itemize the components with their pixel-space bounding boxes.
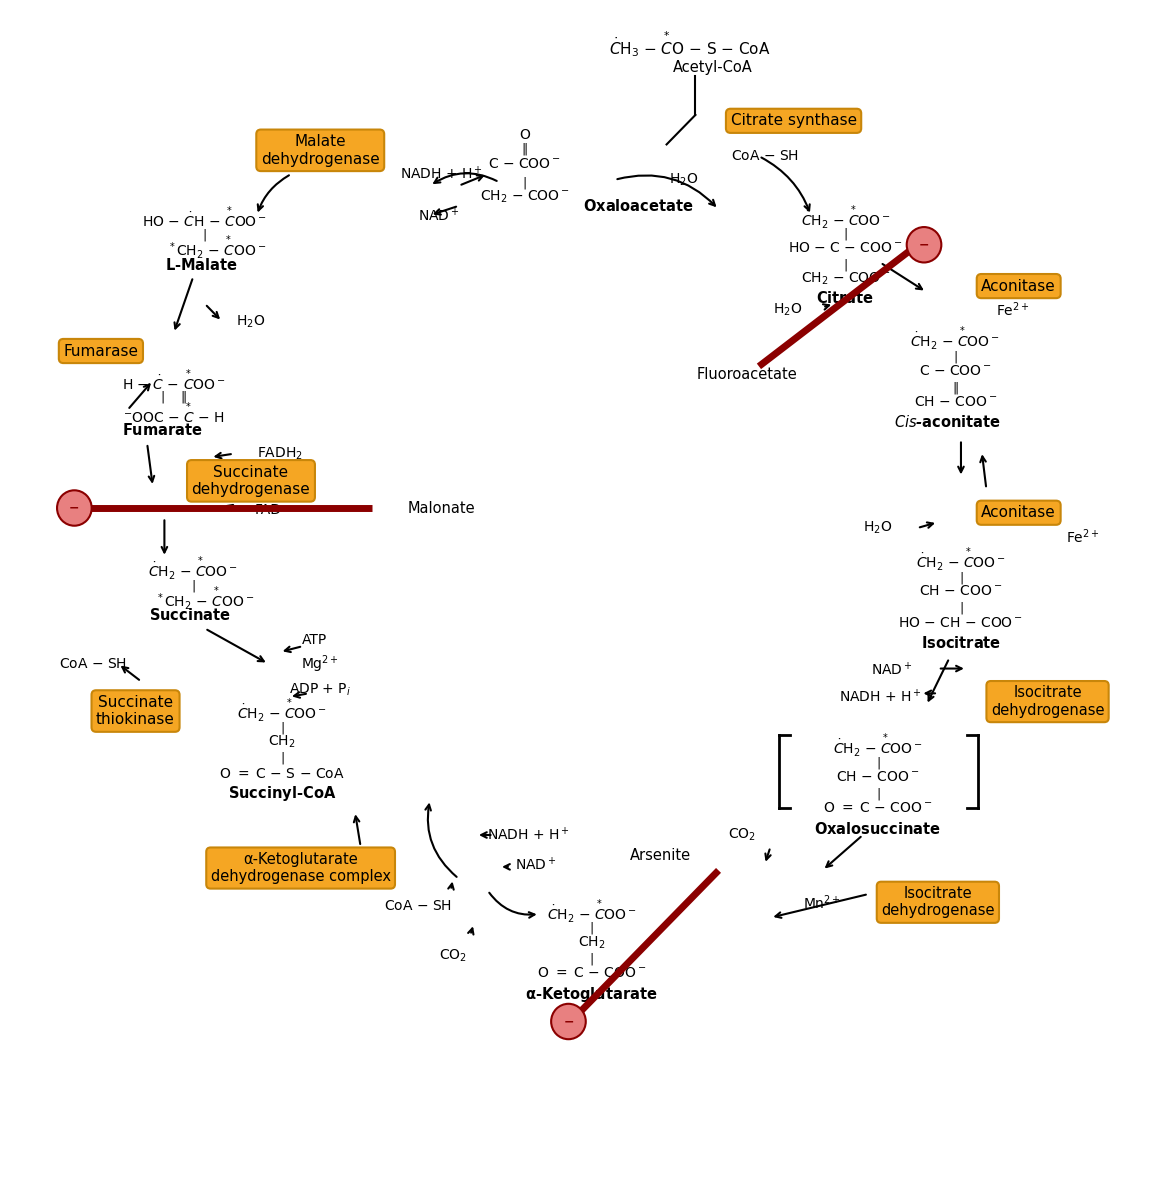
Text: $|$    $\Vert$: $|$ $\Vert$ — [160, 389, 187, 406]
Text: NAD$^+$: NAD$^+$ — [419, 206, 461, 224]
Text: Isocitrate
dehydrogenase: Isocitrate dehydrogenase — [991, 686, 1104, 718]
Text: ADP + P$_i$: ADP + P$_i$ — [289, 682, 351, 699]
Text: H$_2$O: H$_2$O — [237, 313, 266, 330]
Text: NADH + H$^+$: NADH + H$^+$ — [486, 827, 570, 843]
Text: $\mathbf{Succinate}$: $\mathbf{Succinate}$ — [148, 607, 231, 624]
Text: H$_2$O: H$_2$O — [863, 519, 892, 536]
Text: Isocitrate
dehydrogenase: Isocitrate dehydrogenase — [882, 886, 994, 918]
Text: CoA $-$ SH: CoA $-$ SH — [731, 149, 799, 164]
Text: CO$_2$: CO$_2$ — [438, 948, 467, 963]
Text: $|$: $|$ — [958, 600, 963, 617]
Text: $|$: $|$ — [876, 785, 880, 802]
Text: $|$: $|$ — [203, 228, 208, 243]
Text: $|$: $|$ — [876, 755, 880, 771]
Text: $\dot{C}$H$_2$ $-$ $\overset{*}{C}$OO$^-$: $\dot{C}$H$_2$ $-$ $\overset{*}{C}$OO$^-… — [911, 325, 1000, 353]
Text: −: − — [919, 238, 929, 251]
Text: $^*$CH$_2$ $-$ $\overset{*}{C}$OO$^-$: $^*$CH$_2$ $-$ $\overset{*}{C}$OO$^-$ — [167, 235, 266, 262]
Text: CH $-$ COO$^-$: CH $-$ COO$^-$ — [836, 770, 920, 784]
Text: CH$_2$: CH$_2$ — [578, 935, 606, 951]
Text: C $-$ COO$^-$: C $-$ COO$^-$ — [488, 158, 561, 172]
Text: H $-$ $\dot{C}$ $-$ $\overset{*}{C}$OO$^-$: H $-$ $\dot{C}$ $-$ $\overset{*}{C}$OO$^… — [122, 368, 225, 394]
Text: CO$_2$: CO$_2$ — [727, 827, 755, 843]
Text: NADH + H$^+$: NADH + H$^+$ — [839, 688, 922, 706]
Text: HO $-$ $\dot{C}$H $-$ $\overset{*}{C}$OO$^-$: HO $-$ $\dot{C}$H $-$ $\overset{*}{C}$OO… — [143, 205, 267, 230]
Text: $\mathbf{Citrate}$: $\mathbf{Citrate}$ — [817, 289, 875, 306]
Text: H$_2$O: H$_2$O — [774, 301, 803, 318]
Text: $\mathbf{Oxaloacetate}$: $\mathbf{Oxaloacetate}$ — [573, 198, 694, 213]
Text: $\dot{C}$H$_2$ $-$ $\overset{*}{C}$OO$^-$: $\dot{C}$H$_2$ $-$ $\overset{*}{C}$OO$^-… — [800, 204, 891, 231]
Text: $|$: $|$ — [191, 578, 196, 594]
Text: $\mathbf{Succinyl}$-$\mathbf{CoA}$: $\mathbf{Succinyl}$-$\mathbf{CoA}$ — [229, 784, 336, 803]
Text: NAD$^+$: NAD$^+$ — [515, 856, 557, 873]
Text: HO $-$ C $-$ COO$^-$: HO $-$ C $-$ COO$^-$ — [788, 241, 902, 255]
Text: $\mathbf{Fumarate}$: $\mathbf{Fumarate}$ — [122, 422, 203, 438]
Text: O: O — [520, 128, 530, 142]
Text: H$_2$O: H$_2$O — [669, 172, 698, 189]
Text: $|$: $|$ — [958, 569, 963, 586]
Text: C $-$ COO$^-$: C $-$ COO$^-$ — [919, 364, 992, 378]
Text: Arsenite: Arsenite — [630, 848, 691, 862]
Text: O $=$ C $-$ COO$^-$: O $=$ C $-$ COO$^-$ — [824, 801, 933, 815]
Text: −: − — [564, 1015, 574, 1028]
Text: CH$_2$: CH$_2$ — [268, 733, 296, 750]
Text: $\mathbf{Oxalosuccinate}$: $\mathbf{Oxalosuccinate}$ — [814, 821, 941, 837]
Text: $|$: $|$ — [843, 257, 848, 273]
Text: Mn$^{2+}$: Mn$^{2+}$ — [804, 893, 841, 912]
Text: $\mathbf{Isocitrate}$: $\mathbf{Isocitrate}$ — [921, 635, 1001, 651]
Text: α-Ketoglutarate
dehydrogenase complex: α-Ketoglutarate dehydrogenase complex — [211, 852, 391, 885]
Text: CH $-$ COO$^-$: CH $-$ COO$^-$ — [914, 395, 996, 409]
Text: $\mathit{Cis}$-$\mathbf{aconitate}$: $\mathit{Cis}$-$\mathbf{aconitate}$ — [893, 414, 1001, 429]
Text: Malate
dehydrogenase: Malate dehydrogenase — [261, 134, 379, 166]
Text: $\dot{C}$H$_3$ $-$ $\overset{*}{C}$O $-$ S $-$ CoA: $\dot{C}$H$_3$ $-$ $\overset{*}{C}$O $-$… — [609, 30, 770, 59]
Text: $^{-}$OOC $-$ $\overset{*}{C}$ $-$ H: $^{-}$OOC $-$ $\overset{*}{C}$ $-$ H — [123, 401, 225, 427]
Text: Succinate
thiokinase: Succinate thiokinase — [96, 695, 175, 727]
Text: O $=$ C $-$ COO$^-$: O $=$ C $-$ COO$^-$ — [537, 967, 646, 980]
Text: CoA $-$ SH: CoA $-$ SH — [384, 899, 452, 913]
Text: $|$: $|$ — [280, 720, 284, 735]
Circle shape — [57, 490, 92, 525]
Text: Fumarase: Fumarase — [64, 344, 138, 358]
Text: $\Vert$: $\Vert$ — [521, 141, 528, 158]
Text: $\dot{C}$H$_2$ $-$ $\overset{*}{C}$OO$^-$: $\dot{C}$H$_2$ $-$ $\overset{*}{C}$OO$^-… — [237, 697, 327, 725]
Text: NAD$^+$: NAD$^+$ — [871, 661, 913, 678]
Text: CH $-$ COO$^-$: CH $-$ COO$^-$ — [920, 584, 1002, 598]
Text: $\dot{C}$H$_2$ $-$ $\overset{*}{C}$OO$^-$: $\dot{C}$H$_2$ $-$ $\overset{*}{C}$OO$^-… — [916, 546, 1006, 574]
Text: Aconitase: Aconitase — [981, 505, 1056, 521]
Text: NADH + H$^+$: NADH + H$^+$ — [400, 165, 483, 183]
Text: Fe$^{2+}$: Fe$^{2+}$ — [996, 300, 1030, 319]
Text: $^*$CH$_2$ $-$ $\overset{*}{C}$OO$^-$: $^*$CH$_2$ $-$ $\overset{*}{C}$OO$^-$ — [155, 585, 254, 613]
Text: $|$: $|$ — [589, 951, 594, 967]
Text: Fluoroacetate: Fluoroacetate — [697, 368, 798, 382]
Text: $|$: $|$ — [843, 227, 848, 242]
Text: Fe$^{2+}$: Fe$^{2+}$ — [1066, 527, 1100, 546]
Text: $\dot{C}$H$_2$ $-$ $\overset{*}{C}$OO$^-$: $\dot{C}$H$_2$ $-$ $\overset{*}{C}$OO$^-… — [546, 898, 637, 926]
Text: $\dot{C}$H$_2$ $-$ $\overset{*}{C}$OO$^-$: $\dot{C}$H$_2$ $-$ $\overset{*}{C}$OO$^-… — [833, 733, 923, 760]
Text: $|$: $|$ — [589, 920, 594, 936]
Text: Aconitase: Aconitase — [981, 279, 1056, 294]
Text: CH$_2$ $-$ COO$^-$: CH$_2$ $-$ COO$^-$ — [479, 189, 570, 204]
Text: FADH$_2$: FADH$_2$ — [256, 446, 303, 461]
Text: Acetyl-CoA: Acetyl-CoA — [673, 60, 753, 75]
Text: $\mathbf{\alpha}$-$\mathbf{Ketoglutarate}$: $\mathbf{\alpha}$-$\mathbf{Ketoglutarate… — [525, 984, 658, 1003]
Text: $|$: $|$ — [952, 349, 957, 365]
Text: $\mathbf{L}$-$\mathbf{Malate}$: $\mathbf{L}$-$\mathbf{Malate}$ — [165, 257, 238, 273]
Text: $|$: $|$ — [280, 751, 284, 766]
Text: $\Vert$: $\Vert$ — [952, 380, 958, 396]
Text: Citrate synthase: Citrate synthase — [731, 114, 856, 128]
Text: CoA $-$ SH: CoA $-$ SH — [59, 657, 126, 671]
Text: HO $-$ CH $-$ COO$^-$: HO $-$ CH $-$ COO$^-$ — [899, 616, 1023, 630]
Text: FAD: FAD — [255, 503, 282, 517]
Text: Succinate
dehydrogenase: Succinate dehydrogenase — [191, 465, 311, 497]
Text: $\dot{C}$H$_2$ $-$ $\overset{*}{C}$OO$^-$: $\dot{C}$H$_2$ $-$ $\overset{*}{C}$OO$^-… — [148, 555, 238, 584]
Text: O $=$ C $-$ S $-$ CoA: O $=$ C $-$ S $-$ CoA — [219, 766, 345, 780]
Text: Malonate: Malonate — [407, 500, 476, 516]
Circle shape — [551, 1003, 586, 1039]
Text: $|$: $|$ — [522, 176, 527, 191]
Text: Mg$^{2+}$: Mg$^{2+}$ — [302, 653, 339, 675]
Circle shape — [907, 227, 942, 262]
Text: ATP: ATP — [302, 633, 327, 648]
Text: −: − — [70, 502, 80, 515]
Text: CH$_2$ $-$ COO$^-$: CH$_2$ $-$ COO$^-$ — [800, 270, 891, 287]
